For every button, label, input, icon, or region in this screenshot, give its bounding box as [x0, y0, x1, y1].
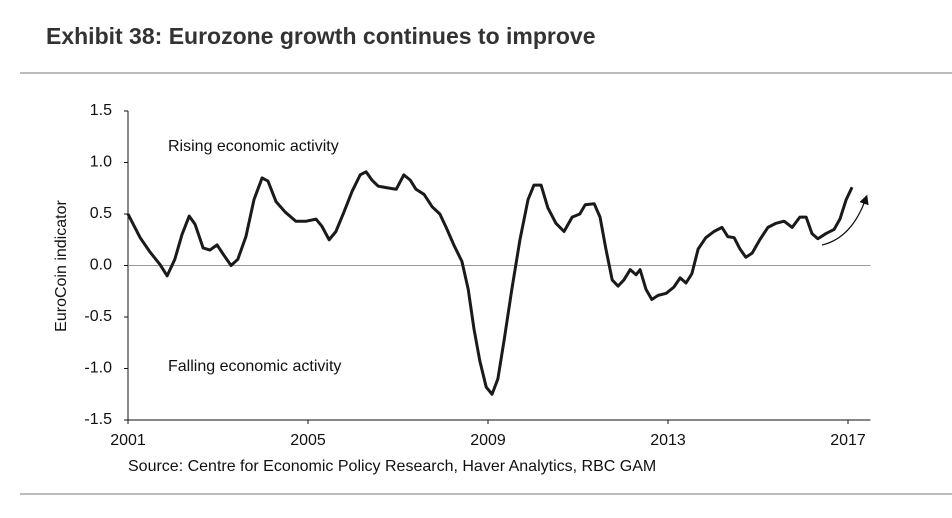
y-tick-label: 0.0: [90, 257, 112, 274]
x-tick-label: 2017: [830, 432, 866, 449]
source: Source: Centre for Economic Policy Resea…: [128, 458, 656, 475]
y-axis-label: EuroCoin indicator: [53, 200, 70, 332]
y-tick-label: 1.5: [90, 102, 112, 119]
y-tick-label: -1.0: [84, 360, 112, 377]
x-tick-label: 2013: [650, 432, 686, 449]
y-tick-label: -1.5: [84, 411, 112, 428]
data-line: [126, 170, 854, 396]
x-tick-label: 2009: [470, 432, 506, 449]
y-tick-label: 0.5: [90, 205, 112, 222]
trend-arrow: [821, 194, 869, 246]
annotation: Falling economic activity: [168, 358, 341, 375]
y-tick-label: 1.0: [90, 154, 112, 171]
x-tick-label: 2001: [110, 432, 146, 449]
x-tick-label: 2005: [290, 432, 326, 449]
annotation: Rising economic activity: [168, 138, 339, 155]
y-tick-label: -0.5: [84, 308, 112, 325]
chart-title: Exhibit 38: Eurozone growth continues to…: [46, 23, 595, 49]
